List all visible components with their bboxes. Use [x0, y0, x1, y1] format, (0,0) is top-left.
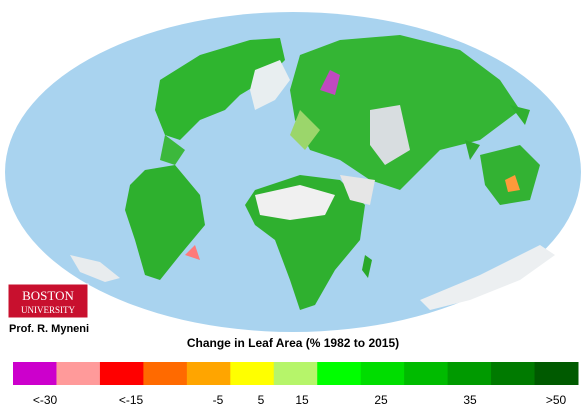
- color-swatch: [534, 362, 579, 385]
- color-swatch: [317, 362, 362, 385]
- land: [70, 35, 555, 310]
- colorbar-label: 35: [463, 393, 477, 407]
- colorbar-label: 5: [258, 393, 265, 407]
- color-swatch: [447, 362, 492, 385]
- color-swatch: [186, 362, 231, 385]
- colorbar-label: <-15: [119, 393, 144, 407]
- colorbar: <-30 <-15 -5 5 15 25 35 >50: [13, 362, 579, 407]
- color-swatch: [143, 362, 188, 385]
- legend-title: Change in Leaf Area (% 1982 to 2015): [187, 336, 399, 350]
- author: Prof. R. Myneni: [9, 323, 89, 335]
- colorbar-label: >50: [546, 393, 567, 407]
- logo-line: UNIVERSITY: [21, 305, 75, 315]
- color-swatch: [273, 362, 318, 385]
- logo-line: BOSTON: [22, 288, 74, 303]
- colorbar-label: 15: [295, 393, 309, 407]
- color-swatch: [99, 362, 144, 385]
- color-swatch: [230, 362, 275, 385]
- colorbar-label: <-30: [33, 393, 58, 407]
- color-swatch: [360, 362, 405, 385]
- color-swatch: [13, 362, 57, 385]
- color-swatch: [56, 362, 101, 385]
- colorbar-label: 25: [374, 393, 388, 407]
- colorbar-label: -5: [213, 393, 224, 407]
- color-swatch: [491, 362, 536, 385]
- color-swatch: [404, 362, 449, 385]
- logo-box: [7, 283, 89, 319]
